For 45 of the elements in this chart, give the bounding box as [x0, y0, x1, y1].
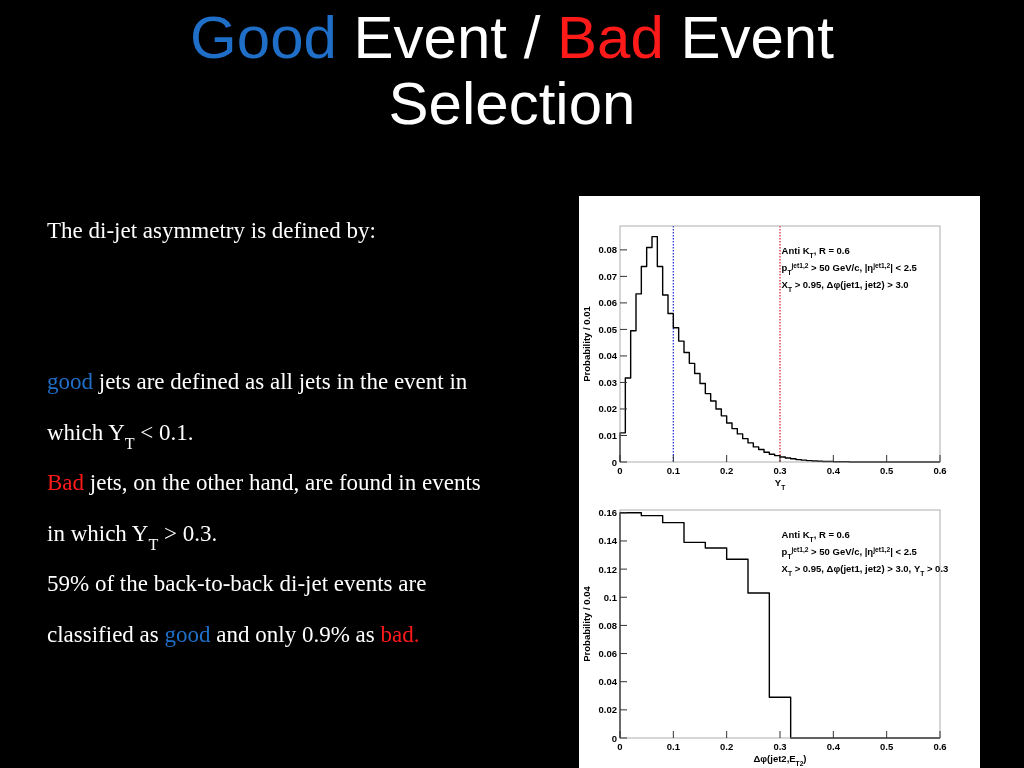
x-tick-label: 0.6: [933, 465, 947, 476]
x-tick-label: 0.3: [773, 465, 787, 476]
y-tick-label: 0.06: [598, 297, 617, 309]
text: Bad jets, on the other hand, are found in events in which Y$_{T}$ > 0.3.: [47, 470, 481, 552]
y-tick-label: 0.02: [598, 403, 617, 415]
y-tick-label: 0.07: [598, 270, 617, 282]
x-tick-label: 0.2: [720, 741, 734, 752]
y-axis-title: Probability / 0.04: [581, 585, 592, 662]
y-tick-label: 0: [611, 732, 617, 744]
x-tick-label: 0.4: [826, 741, 841, 752]
y-tick-label: 0.06: [598, 648, 617, 660]
x-tick-label: 0.1: [666, 741, 681, 752]
y-axis-title: Probability / 0.01: [581, 305, 592, 382]
y-tick-label: 0.14: [598, 535, 618, 547]
y-tick-label: 0.08: [598, 244, 617, 256]
y-tick-label: 0.04: [598, 676, 618, 688]
x-tick-label: 0.3: [773, 741, 787, 752]
y-tick-label: 0.04: [598, 350, 618, 362]
y-tick-label: 0.08: [598, 619, 617, 631]
x-tick-label: 0.6: [933, 741, 947, 752]
x-tick-label: 0.2: [720, 465, 734, 476]
x-axis-title: Δφ(jet2,E$_{T2}$): [753, 753, 807, 767]
text: good jets are defined as all jets in the event in which Y$_{T}$ < 0.1.: [47, 369, 468, 451]
x-tick-label: 0.4: [826, 465, 841, 476]
y-tick-label: 0.01: [598, 429, 618, 441]
annotation: X$_{T}$ > 0.95, Δφ(jet1, jet2) > 3.0, Y$_{T}$ > 0.3: [781, 563, 949, 577]
text: 59% of the back-to-back di-jet events are classified as good and only 0.9% as bad.: [47, 571, 427, 647]
y-tick-label: 0.16: [598, 507, 617, 519]
y-tick-label: 0.1: [603, 591, 618, 603]
annotation: X$_{T}$ > 0.95, Δφ(jet1, jet2) > 3.0: [781, 279, 909, 293]
x-axis-title: Y$_{T}$: [774, 477, 786, 491]
text: Good Event / Bad Event Selection: [190, 4, 835, 137]
y-tick-label: 0.12: [598, 563, 617, 575]
annotation: Anti K$_{T}$, R = 0.6: [781, 245, 850, 259]
text: The di-jet asymmetry is defined by:: [47, 218, 376, 243]
y-tick-label: 0: [611, 456, 617, 468]
annotation: p$_{T}$$^{jet1,2}$ > 50 GeV/c, |η$^{jet1,2}$| < 2.5: [781, 261, 918, 276]
x-tick-label: 0.5: [880, 465, 894, 476]
x-tick-label: 0.1: [666, 465, 681, 476]
y-tick-label: 0.02: [598, 704, 617, 716]
annotation: Anti K$_{T}$, R = 0.6: [781, 529, 850, 543]
y-tick-label: 0.03: [598, 376, 617, 388]
annotation: p$_{T}$$^{jet1,2}$ > 50 GeV/c, |η$^{jet1,2}$| < 2.5: [781, 545, 918, 560]
x-tick-label: 0.5: [880, 741, 894, 752]
y-tick-label: 0.05: [598, 323, 618, 335]
